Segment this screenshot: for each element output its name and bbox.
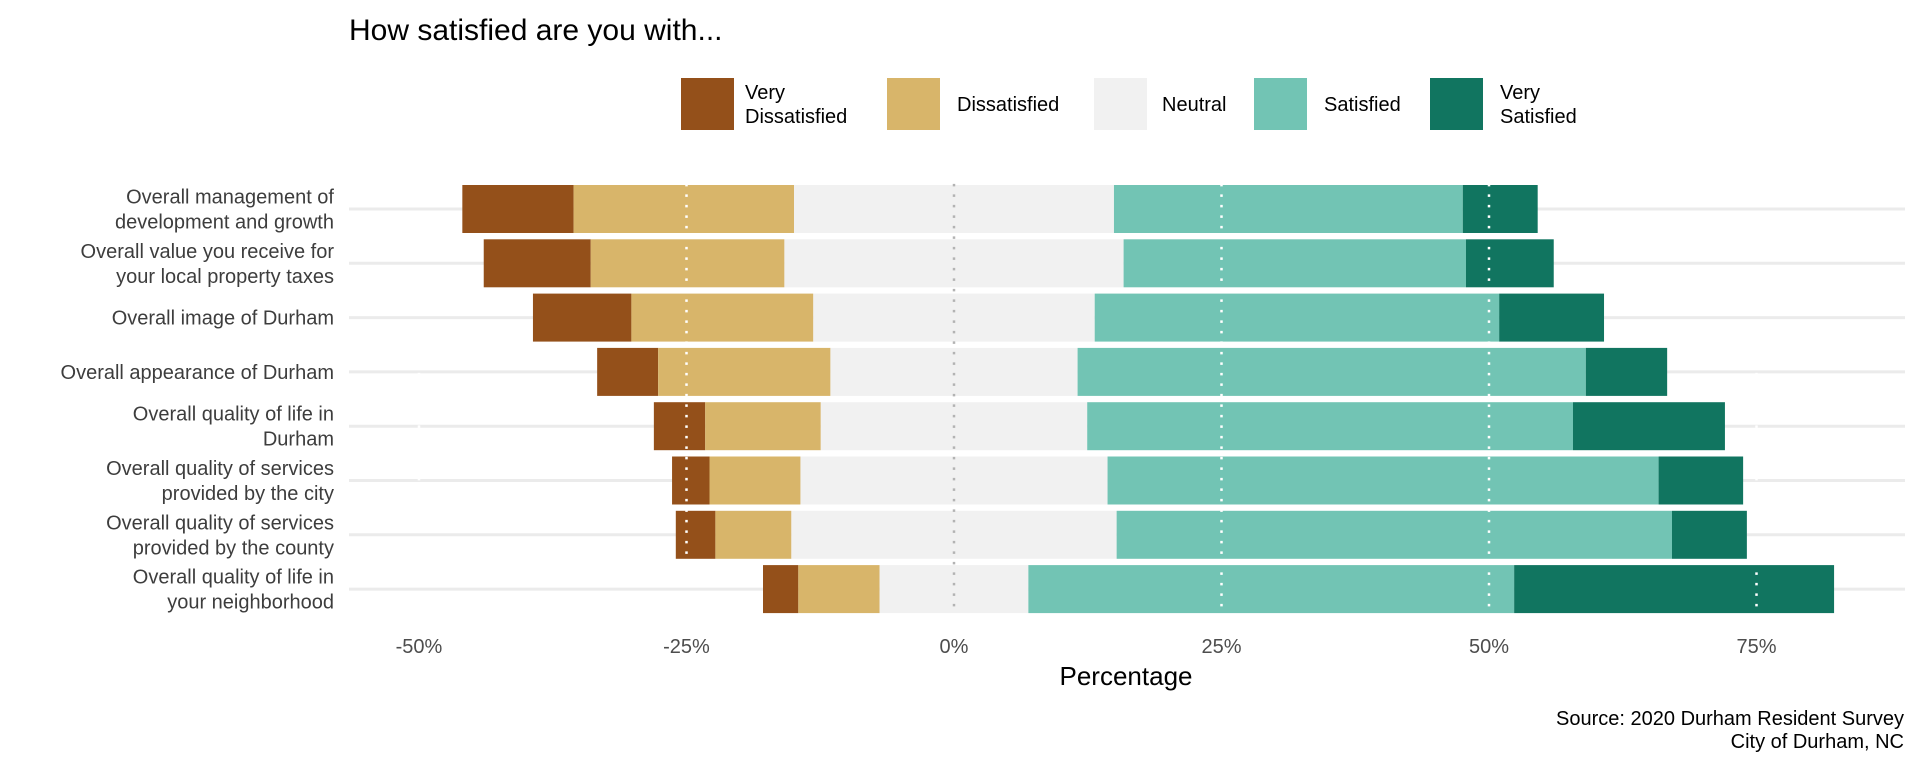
bar-segment-dissatisfied [573, 185, 795, 233]
bar-segment-neutral [794, 185, 1114, 233]
bar-segment-neutral [800, 456, 1108, 505]
bar-segment-dissatisfied [658, 347, 831, 396]
bar-row [483, 239, 1554, 288]
bar-segment-very-dissatisfied [462, 185, 574, 233]
bar-segment-very-satisfied [1499, 293, 1605, 342]
bar-segment-very-dissatisfied [597, 347, 659, 396]
legend-item: Satisfied [1254, 78, 1401, 130]
legend-key [887, 78, 940, 130]
legend-label: Neutral [1162, 94, 1226, 116]
bar-segment-satisfied [1028, 565, 1515, 614]
x-tick-label: 0% [940, 636, 969, 658]
legend-label: Very [1500, 82, 1540, 104]
bar-segment-very-satisfied [1572, 402, 1725, 451]
bars [462, 185, 1835, 614]
bar-segment-neutral [830, 347, 1078, 396]
caption-source: Source: 2020 Durham Resident Survey [1556, 708, 1904, 730]
y-axis-label: Overall image of Durham [112, 308, 334, 330]
reference-lines [417, 183, 1758, 615]
y-axis-label: provided by the city [162, 483, 334, 505]
bar-segment-satisfied [1077, 347, 1586, 396]
bar-row [597, 347, 1668, 396]
bar-segment-very-satisfied [1462, 185, 1538, 233]
bar-segment-dissatisfied [715, 510, 792, 559]
bar-segment-very-dissatisfied [675, 510, 716, 559]
y-axis-labels: Overall management of development and gro… [61, 187, 335, 614]
bar-segment-satisfied [1107, 456, 1659, 505]
bar-segment-very-dissatisfied [532, 293, 632, 342]
bar-segment-satisfied [1094, 293, 1500, 342]
y-axis-label: provided by the county [133, 537, 334, 559]
x-tick-label: 25% [1201, 636, 1241, 658]
legend-label: Very [745, 82, 785, 104]
legend-key [681, 78, 734, 130]
legend-item: Neutral [1094, 78, 1226, 130]
x-tick-label: -25% [663, 636, 710, 658]
bar-segment-satisfied [1087, 402, 1573, 451]
caption-location: City of Durham, NC [1731, 731, 1904, 753]
bar-row [672, 456, 1744, 505]
bar-segment-satisfied [1113, 185, 1463, 233]
bar-segment-dissatisfied [631, 293, 814, 342]
y-axis-label: Overall management of [126, 187, 334, 209]
x-tick-label: 50% [1469, 636, 1509, 658]
y-axis-label: Durham [263, 429, 334, 451]
y-axis-label: Overall quality of services [106, 458, 334, 480]
legend-item: Dissatisfied [887, 78, 1059, 130]
y-axis-label: Overall quality of life in [133, 567, 334, 589]
y-axis-label: Overall quality of services [106, 512, 334, 534]
legend-key [1094, 78, 1147, 130]
bar-segment-very-satisfied [1658, 456, 1744, 505]
bar-segment-very-satisfied [1671, 510, 1747, 559]
legend-key [1254, 78, 1307, 130]
chart-title: How satisfied are you with... [349, 14, 723, 47]
x-axis-title: Percentage [1060, 661, 1193, 691]
bar-row [462, 185, 1538, 233]
bar-segment-satisfied [1116, 510, 1672, 559]
bar-row [532, 293, 1605, 342]
bar-segment-dissatisfied [798, 565, 880, 614]
bar-segment-very-dissatisfied [672, 456, 710, 505]
bar-segment-very-dissatisfied [483, 239, 591, 288]
bar-segment-satisfied [1123, 239, 1466, 288]
y-axis-label: development and growth [115, 212, 334, 234]
legend-label: Dissatisfied [957, 94, 1059, 116]
bar-row [763, 565, 1835, 614]
y-axis-label: your neighborhood [167, 592, 334, 614]
bar-segment-dissatisfied [709, 456, 801, 505]
bar-segment-very-dissatisfied [763, 565, 799, 614]
bar-segment-neutral [791, 510, 1117, 559]
y-axis-label: your local property taxes [116, 266, 334, 288]
legend-key [1430, 78, 1483, 130]
bar-segment-very-satisfied [1585, 347, 1668, 396]
bar-segment-dissatisfied [705, 402, 821, 451]
x-tick-label: -50% [396, 636, 443, 658]
legend-label: Dissatisfied [745, 106, 847, 128]
bar-row [675, 510, 1747, 559]
bar-segment-very-satisfied [1465, 239, 1554, 288]
bar-row [653, 402, 1725, 451]
y-axis-label: Overall value you receive for [81, 241, 335, 263]
bar-segment-very-dissatisfied [653, 402, 706, 451]
legend-label: Satisfied [1324, 94, 1401, 116]
x-axis-ticks: -50% -25% 0% 25% 50% 75% [396, 636, 1777, 658]
x-tick-label: 75% [1736, 636, 1776, 658]
y-axis-label: Overall quality of life in [133, 404, 334, 426]
legend-label: Satisfied [1500, 106, 1577, 128]
y-axis-label: Overall appearance of Durham [61, 362, 334, 384]
bar-segment-very-satisfied [1514, 565, 1835, 614]
